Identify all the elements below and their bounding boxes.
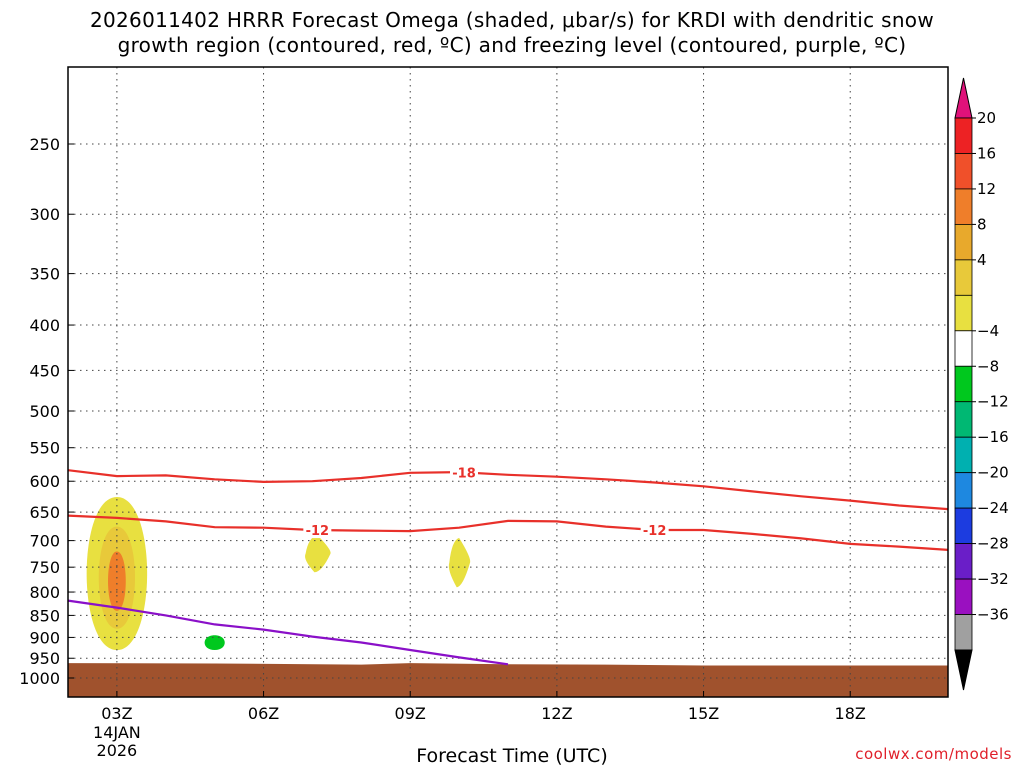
ytick-label-450: 450 <box>29 361 60 380</box>
ytick-label-800: 800 <box>29 583 60 602</box>
colorbar-swatch-8 <box>954 401 973 438</box>
ytick-label-600: 600 <box>29 472 60 491</box>
xtick-label-06Z: 06Z <box>248 704 279 723</box>
xtick-year: 2026 <box>97 741 138 760</box>
omega-feature-2 <box>108 551 126 611</box>
colorbar-label-3: 8 <box>977 215 987 233</box>
terrain <box>68 663 948 697</box>
terrain-fill <box>68 663 948 697</box>
colorbar-label-8: −16 <box>977 428 1009 446</box>
colorbar-swatch-0 <box>954 117 973 154</box>
ytick-label-550: 550 <box>29 439 60 458</box>
ytick-label-250: 250 <box>29 135 60 154</box>
colorbar-swatch-1 <box>954 153 973 190</box>
ytick-label-650: 650 <box>29 503 60 522</box>
ytick-label-400: 400 <box>29 316 60 335</box>
omega-feature-4 <box>448 537 471 588</box>
colorbar-label-9: −20 <box>977 464 1009 482</box>
omega-shading <box>86 496 471 651</box>
colorbar-label-1: 16 <box>977 144 996 162</box>
ytick-label-350: 350 <box>29 265 60 284</box>
colorbar-label-7: −12 <box>977 393 1009 411</box>
colorbar-label-13: −36 <box>977 606 1009 624</box>
ytick-label-950: 950 <box>29 649 60 668</box>
chart-title: 2026011402 HRRR Forecast Omega (shaded, … <box>0 8 1024 58</box>
omega-feature-5 <box>204 635 225 651</box>
contour--12 <box>67 514 949 551</box>
colorbar-swatch-13 <box>954 578 973 615</box>
colorbar-swatch-3 <box>954 223 973 261</box>
xtick-label-15Z: 15Z <box>688 704 719 723</box>
ytick-label-700: 700 <box>29 532 60 551</box>
colorbar-swatch-5 <box>954 294 973 332</box>
contour-label-bg--12-1 <box>640 522 669 539</box>
contour-label--12-0: -12 <box>306 524 330 539</box>
title-line-2: growth region (contoured, red, ºC) and f… <box>117 33 907 57</box>
contour-label--18-0: -18 <box>452 466 476 481</box>
colorbar-swatch-12 <box>954 543 973 580</box>
colorbar-swatch-2 <box>954 188 973 225</box>
grid <box>68 67 948 697</box>
plot-frame <box>67 66 949 698</box>
colorbar-label-12: −32 <box>977 570 1009 588</box>
colorbar-label-6: −8 <box>977 357 999 375</box>
contour-0 <box>67 599 509 666</box>
xtick-date: 14JAN <box>93 723 141 742</box>
ytick-label-850: 850 <box>29 606 60 625</box>
ytick-label-1000: 1000 <box>19 669 60 688</box>
xtick-label-18Z: 18Z <box>835 704 866 723</box>
xtick-label-03Z: 03Z <box>101 704 132 723</box>
ytick-label-900: 900 <box>29 628 60 647</box>
contour-label--12-1: -12 <box>643 524 667 539</box>
colorbar-label-11: −28 <box>977 535 1009 553</box>
x-axis-label: Forecast Time (UTC) <box>416 745 608 767</box>
colorbar-label-2: 12 <box>977 180 996 198</box>
omega-feature-3 <box>305 535 331 573</box>
colorbar-swatch-11 <box>954 507 973 544</box>
colorbar-label-4: 4 <box>977 251 987 269</box>
xtick-label-12Z: 12Z <box>541 704 572 723</box>
colorbar-label-10: −24 <box>977 499 1009 517</box>
contour--18 <box>67 469 949 511</box>
colorbar-swatch-6 <box>954 330 973 367</box>
contour-label-bg--18-0 <box>450 464 478 481</box>
colorbar-swatch-9 <box>954 436 973 474</box>
xtick-label-09Z: 09Z <box>395 704 426 723</box>
colorbar-swatch-10 <box>954 472 973 509</box>
contours: -18 -12 -12 <box>67 464 949 666</box>
colorbar-label-0: 20 <box>977 109 996 127</box>
ytick-label-750: 750 <box>29 558 60 577</box>
colorbar: 20 16 12 8 4 −4 −8 −12 −16 −20 −24 −28 −32 −36 <box>954 77 1009 691</box>
credit-link[interactable]: coolwx.com/models <box>855 745 1012 763</box>
title-line-1: 2026011402 HRRR Forecast Omega (shaded, … <box>89 8 934 32</box>
ytick-label-300: 300 <box>29 205 60 224</box>
colorbar-swatch-4 <box>954 259 973 296</box>
colorbar-swatch-7 <box>954 365 973 403</box>
contour-label-bg--12-0 <box>303 522 332 539</box>
colorbar-top-arrow <box>954 77 973 119</box>
colorbar-swatch-14 <box>954 614 973 651</box>
ytick-label-500: 500 <box>29 402 60 421</box>
colorbar-label-5: −4 <box>977 322 999 340</box>
colorbar-bottom-arrow <box>954 649 973 691</box>
axes: 250 300 350 400 450 500 550 600 650 700 750 800 850 9… <box>19 66 949 760</box>
